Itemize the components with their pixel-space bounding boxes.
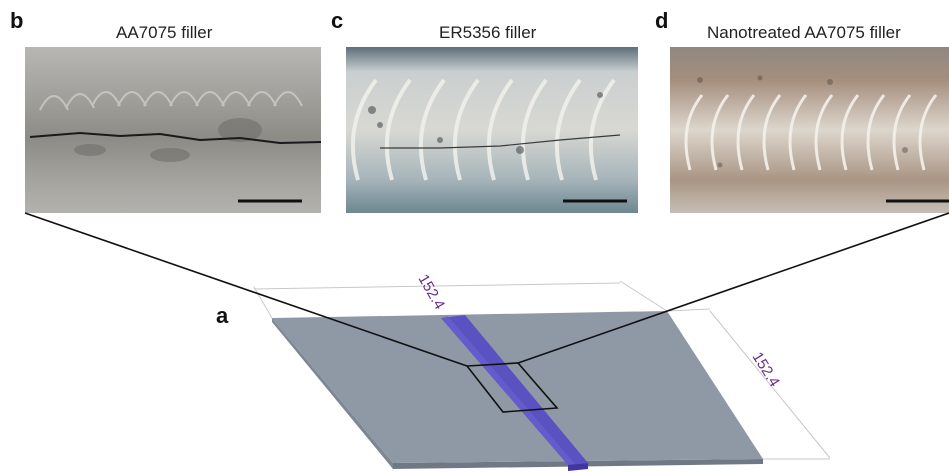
dimension-label-top: 152.4: [415, 272, 448, 313]
weld-photo-b: [25, 47, 321, 213]
panel-title-c: ER5356 filler: [439, 23, 537, 42]
panel-title-b: AA7075 filler: [116, 23, 213, 42]
panel-title-d: Nanotreated AA7075 filler: [707, 23, 901, 42]
zoom-connector-lines: [24, 212, 949, 367]
dimension-label-right: 152.4: [749, 349, 783, 390]
panel-letter-c: c: [331, 8, 344, 33]
panel-letter-d: d: [655, 8, 669, 33]
panel-letter-a: a: [216, 303, 229, 328]
weld-photo-d: [670, 47, 949, 213]
crack-line-c: [380, 134, 621, 149]
plate-diagram: [253, 280, 831, 471]
crack-line: [29, 131, 321, 145]
weld-photo-c: [346, 47, 638, 213]
zoom-region-box: [465, 362, 559, 413]
panel-letter-b: b: [10, 8, 24, 33]
